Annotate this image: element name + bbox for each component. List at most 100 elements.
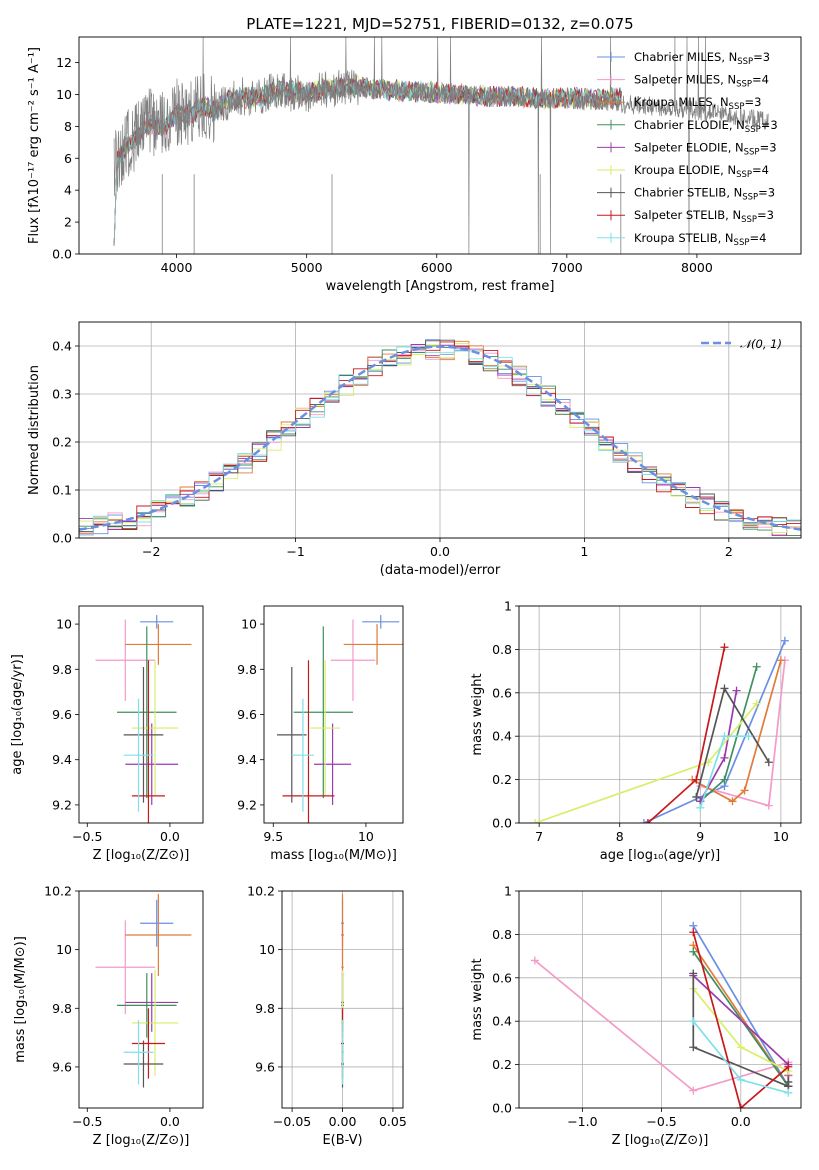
- y-tick-label: 9.2: [237, 797, 257, 812]
- y-tick-label: 9.8: [52, 1001, 72, 1016]
- y-tick-label: 9.4: [237, 752, 257, 767]
- legend-entry: Salpeter ELODIE, NSSP=3: [634, 140, 777, 157]
- mass-weight-line: [643, 640, 786, 823]
- legend-label: Chabrier MILES, N: [634, 50, 737, 64]
- x-axis-label: age [log₁₀(age/yr)]: [600, 848, 721, 863]
- figure-title: PLATE=1221, MJD=52751, FIBERID=0132, z=0…: [246, 15, 633, 33]
- y-tick-label: 1: [504, 599, 512, 614]
- legend-count: =3: [744, 95, 761, 109]
- mass-weight-marker: [784, 1077, 793, 1086]
- mass_weight_vs_age-axes: 7 8 9 10 0.0 0.2 0.4 0.6 0.8 1 age [log₁₀(age/yr)]…: [470, 599, 801, 863]
- mass_weight_vs_Z-frame: [518, 890, 802, 1109]
- y-tick-label: 0.2: [492, 772, 512, 787]
- x-tick-label: 4000: [161, 260, 193, 275]
- y-tick-label: 12: [56, 55, 72, 70]
- y-tick-label: 8: [64, 119, 72, 134]
- y-axis-label: mass weight: [470, 958, 485, 1040]
- y-tick-label: 0.0: [492, 816, 512, 831]
- x-tick-label: 0.0: [731, 1114, 751, 1129]
- x-tick-label: 0.05: [379, 1114, 407, 1129]
- y-tick-label: 10: [56, 87, 72, 102]
- age_vs_mass-axes: 9.5 10 9.2 9.4 9.6 9.8 10 mass [log₁₀(M/M⊙)]: [237, 617, 397, 863]
- legend-label: Chabrier ELODIE, N: [634, 118, 745, 132]
- spectrum-axes: 4000 5000 6000 7000 8000 0.0 2 4 6 8 10 12 wavelengt…: [27, 47, 713, 294]
- y-tick-label: 0.8: [492, 927, 512, 942]
- y-tick-label: 0.3: [52, 387, 72, 402]
- y-tick-label: 0.4: [52, 339, 72, 354]
- legend-entry: Salpeter MILES, NSSP=4: [634, 73, 769, 90]
- legend-label: Kroupa ELODIE, N: [634, 163, 736, 177]
- y-tick-label: 0.0: [492, 1101, 512, 1116]
- mass-weight-marker: [732, 686, 741, 695]
- x-tick-label: 6000: [421, 260, 453, 275]
- x-tick-label: 7: [535, 829, 543, 844]
- legend-count: =4: [749, 231, 766, 245]
- y-tick-label: 10: [259, 942, 275, 957]
- legend-entry: Salpeter STELIB, NSSP=3: [634, 208, 774, 225]
- legend-entry: Chabrier ELODIE, NSSP=3: [634, 118, 778, 135]
- mass-weight-marker: [736, 1075, 745, 1084]
- legend-subscript: SSP: [744, 147, 760, 157]
- mass-weight-marker: [780, 636, 789, 645]
- x-tick-label: 2: [725, 544, 733, 559]
- mass_weight_vs_age-frame: [518, 605, 802, 824]
- legend-count: =4: [752, 73, 769, 87]
- mass-weight-marker: [689, 1043, 698, 1052]
- x-tick-label: 8000: [681, 260, 713, 275]
- x-tick-label: −2: [142, 544, 160, 559]
- mass-weight-marker: [689, 928, 698, 937]
- mass-weight-line: [534, 703, 758, 823]
- mass-weight-marker: [720, 643, 729, 652]
- mass-weight-marker: [689, 1017, 698, 1026]
- y-tick-label: 0.2: [492, 1057, 512, 1072]
- x-tick-label: 9.5: [263, 829, 283, 844]
- mass-weight-marker: [728, 797, 737, 806]
- legend-count: =3: [761, 118, 778, 132]
- legend-entry: Chabrier MILES, NSSP=3: [634, 50, 770, 67]
- y-tick-label: 9.6: [255, 1059, 275, 1074]
- spectrum-frame: [78, 36, 802, 255]
- mass-weight-marker: [689, 969, 698, 978]
- y-tick-label: 0.2: [52, 435, 72, 450]
- y-tick-label: 0.8: [492, 642, 512, 657]
- legend-label: Chabrier STELIB, N: [634, 186, 742, 200]
- mass_vs_Z-axes: −0.5 0.0 9.6 9.8 10 10.2 Z [log₁₀(Z/Z⊙)] mass […: [13, 884, 189, 1149]
- x-tick-label: −0.5: [72, 1114, 102, 1129]
- observed-spectrum-line: [113, 37, 769, 254]
- clip-age_vs_Z-content: [95, 615, 192, 823]
- y-axis-label: Normed distribution: [27, 365, 42, 495]
- x-axis-label: Z [log₁₀(Z/Z⊙)]: [93, 848, 190, 863]
- legend-count: =4: [752, 163, 769, 177]
- mass-weight-marker: [736, 1043, 745, 1052]
- mass-weight-line: [692, 931, 789, 1108]
- clip-mass_weight_vs_Z-content: [530, 921, 793, 1108]
- x-tick-label: 5000: [291, 260, 323, 275]
- legend-label: Kroupa MILES, N: [634, 95, 729, 109]
- y-tick-label: 2: [64, 215, 72, 230]
- y-tick-label: 10: [241, 617, 257, 632]
- legend-label: Salpeter STELIB, N: [634, 208, 741, 222]
- x-tick-label: −0.05: [273, 1114, 311, 1129]
- mass_vs_EBV-frame: [281, 890, 404, 1109]
- mass-weight-marker: [752, 662, 761, 671]
- legend-subscript: SSP: [729, 102, 745, 112]
- mass-weight-marker: [720, 775, 729, 784]
- mass-weight-marker: [740, 786, 749, 795]
- legend-label: Salpeter MILES, N: [634, 73, 736, 87]
- x-tick-label: 0.0: [430, 544, 450, 559]
- y-tick-label: 9.8: [237, 662, 257, 677]
- x-axis-label: E(B-V): [322, 1133, 362, 1148]
- y-axis-label: Flux [fλ10⁻¹⁷ erg cm⁻² s⁻¹ A⁻¹]: [27, 47, 42, 244]
- legend-subscript: SSP: [736, 170, 752, 180]
- clip-mass_weight_vs_age-content: [531, 636, 789, 823]
- y-tick-label: 9.6: [237, 707, 257, 722]
- y-tick-label: 9.4: [52, 752, 72, 767]
- x-axis-label: (data-model)/error: [380, 563, 501, 578]
- y-tick-label: 9.8: [52, 662, 72, 677]
- x-axis-label: mass [log₁₀(M/M⊙)]: [270, 848, 397, 863]
- x-tick-label: 10: [773, 829, 789, 844]
- mass-weight-marker: [784, 1062, 793, 1071]
- clip-mass_vs_EBV-content: [340, 893, 345, 1088]
- legend-entry: 𝒩(0, 1): [740, 337, 782, 351]
